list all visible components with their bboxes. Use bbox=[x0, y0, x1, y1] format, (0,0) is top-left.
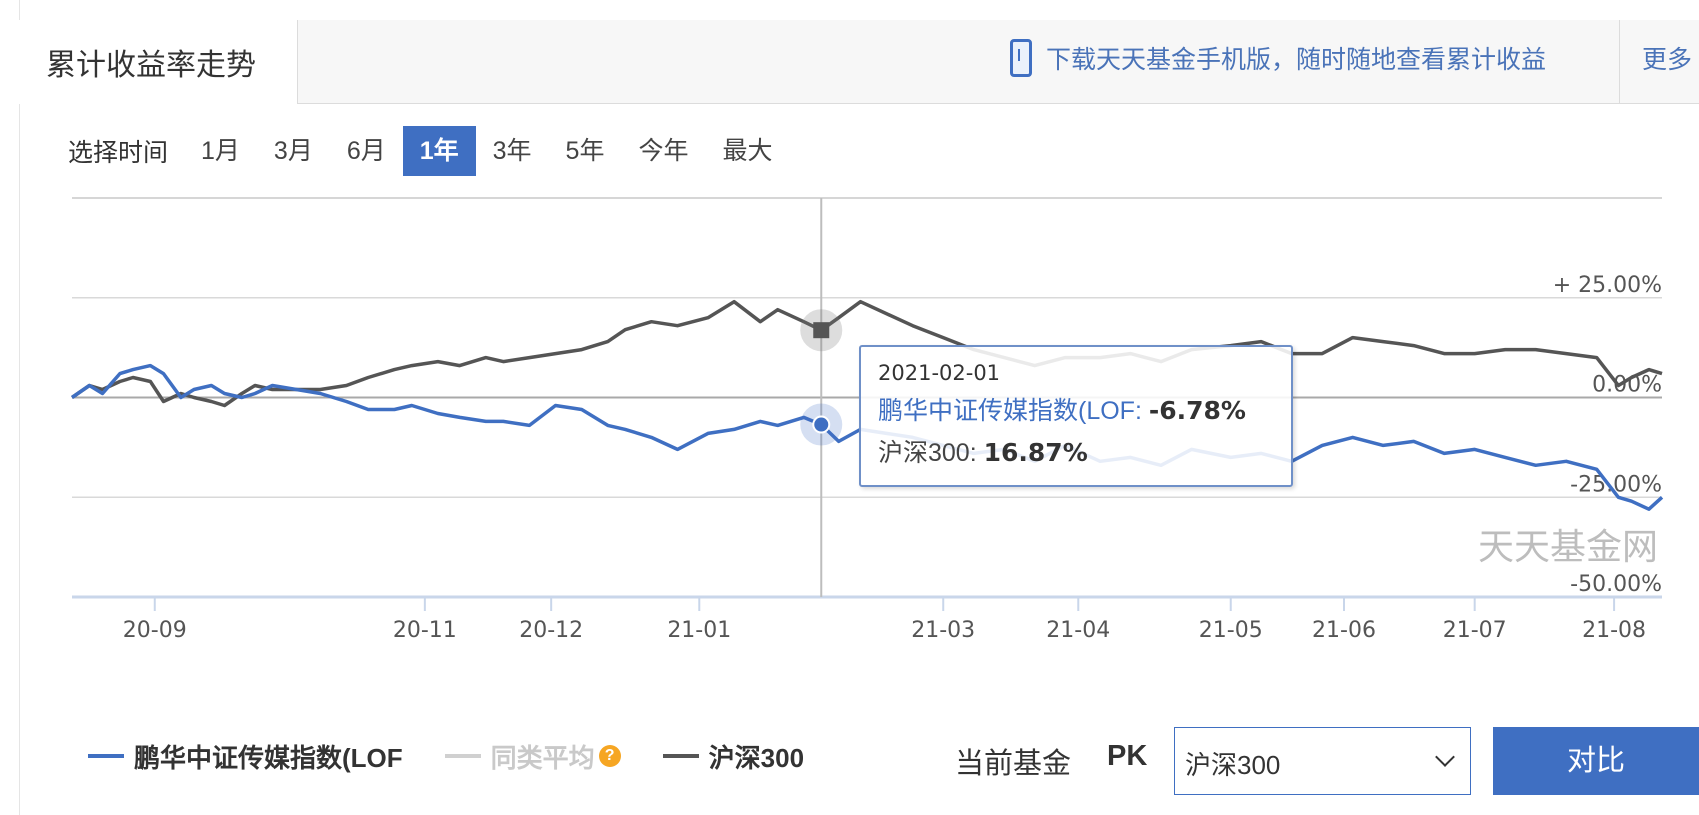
panel-frame bbox=[19, 0, 1699, 815]
x-tick-label: 21-05 bbox=[1199, 618, 1263, 643]
y-tick-label: + 25.00% bbox=[1553, 273, 1662, 298]
x-tick-label: 21-06 bbox=[1312, 618, 1376, 643]
more-link[interactable]: 更多 bbox=[1642, 46, 1693, 74]
range-option-6m[interactable]: 6月 bbox=[346, 137, 386, 165]
x-tick-label: 21-08 bbox=[1582, 618, 1646, 643]
return-chart[interactable]: + 25.00%0.00%-25.00%-50.00%20-09 20-11 20-… bbox=[0, 0, 1699, 700]
legend-peer-average[interactable]: 同类平均 ? bbox=[444, 738, 621, 775]
range-option-5y[interactable]: 5年 bbox=[565, 137, 605, 165]
legend-index[interactable]: 沪深300 bbox=[662, 738, 805, 775]
range-option-1y[interactable]: 1年 bbox=[402, 126, 476, 176]
tooltip-index-value: 16.87% bbox=[983, 438, 1088, 467]
tab-title: 累计收益率走势 bbox=[46, 49, 256, 82]
current-fund-label: 当前基金 bbox=[955, 748, 1072, 780]
legend-peer-swatch bbox=[444, 754, 481, 758]
x-tick-label: 20-12 bbox=[519, 618, 583, 643]
legend-fund-label: 鹏华中证传媒指数(LOF bbox=[134, 742, 403, 773]
tooltip-fund-label: 鹏华中证传媒指数(LOF: bbox=[878, 397, 1142, 425]
compare-button[interactable]: 对比 bbox=[1493, 727, 1699, 795]
panel-header: 累计收益率走势 下载天天基金手机版，随时随地查看累计收益 更多 bbox=[19, 20, 1699, 104]
x-tick-label: 21-01 bbox=[667, 618, 731, 643]
chart-tooltip: 2021-02-01 鹏华中证传媒指数(LOF: -6.78% 沪深300: 1… bbox=[859, 345, 1293, 487]
legend-peer-label: 同类平均 bbox=[490, 742, 595, 773]
tooltip-fund-value: -6.78% bbox=[1148, 396, 1246, 425]
range-option-3y[interactable]: 3年 bbox=[492, 137, 532, 165]
legend-index-label: 沪深300 bbox=[708, 742, 805, 773]
app-download-link[interactable]: 下载天天基金手机版，随时随地查看累计收益 bbox=[1010, 36, 1546, 80]
compare-index-value: 沪深300 bbox=[1185, 750, 1281, 780]
range-label: 选择时间 bbox=[68, 139, 169, 167]
divider bbox=[1619, 20, 1620, 104]
tooltip-index-label: 沪深300: bbox=[878, 439, 977, 467]
legend-index-swatch bbox=[662, 754, 699, 758]
y-tick-label: -50.00% bbox=[1570, 572, 1662, 597]
fund-series-line bbox=[71, 363, 1664, 511]
x-tick-label: 21-04 bbox=[1046, 618, 1110, 643]
phone-download-icon bbox=[1010, 39, 1032, 77]
fund-hover-marker bbox=[812, 415, 831, 434]
tooltip-date: 2021-02-01 bbox=[878, 361, 1001, 385]
range-option-max[interactable]: 最大 bbox=[722, 137, 773, 165]
time-range-selector: 选择时间 1月 3月 6月 1年 3年 5年 今年 最大 bbox=[68, 126, 789, 176]
help-icon[interactable]: ? bbox=[598, 745, 621, 767]
y-tick-label: 0.00% bbox=[1592, 373, 1662, 398]
range-option-ytd[interactable]: 今年 bbox=[638, 137, 689, 165]
compare-index-select[interactable]: 沪深300 bbox=[1174, 727, 1471, 795]
x-tick-label: 20-11 bbox=[393, 618, 457, 643]
chevron-down-icon bbox=[1435, 747, 1455, 767]
watermark: 天天基金网 bbox=[1478, 526, 1659, 567]
promo-text: 下载天天基金手机版，随时随地查看累计收益 bbox=[1046, 46, 1547, 74]
index-hover-marker bbox=[813, 322, 830, 339]
legend-fund[interactable]: 鹏华中证传媒指数(LOF bbox=[88, 738, 403, 775]
tab-cumulative-return[interactable]: 累计收益率走势 bbox=[19, 20, 298, 104]
x-tick-label: 21-03 bbox=[911, 618, 975, 643]
pk-label: PK bbox=[1107, 740, 1148, 772]
legend-fund-swatch bbox=[88, 754, 124, 758]
x-tick-label: 21-07 bbox=[1443, 618, 1507, 643]
range-option-3m[interactable]: 3月 bbox=[273, 137, 313, 165]
x-tick-label: 20-09 bbox=[123, 618, 187, 643]
chart-legend: 鹏华中证传媒指数(LOF 同类平均 ? 沪深300 bbox=[88, 736, 846, 776]
range-option-1m[interactable]: 1月 bbox=[201, 137, 240, 165]
